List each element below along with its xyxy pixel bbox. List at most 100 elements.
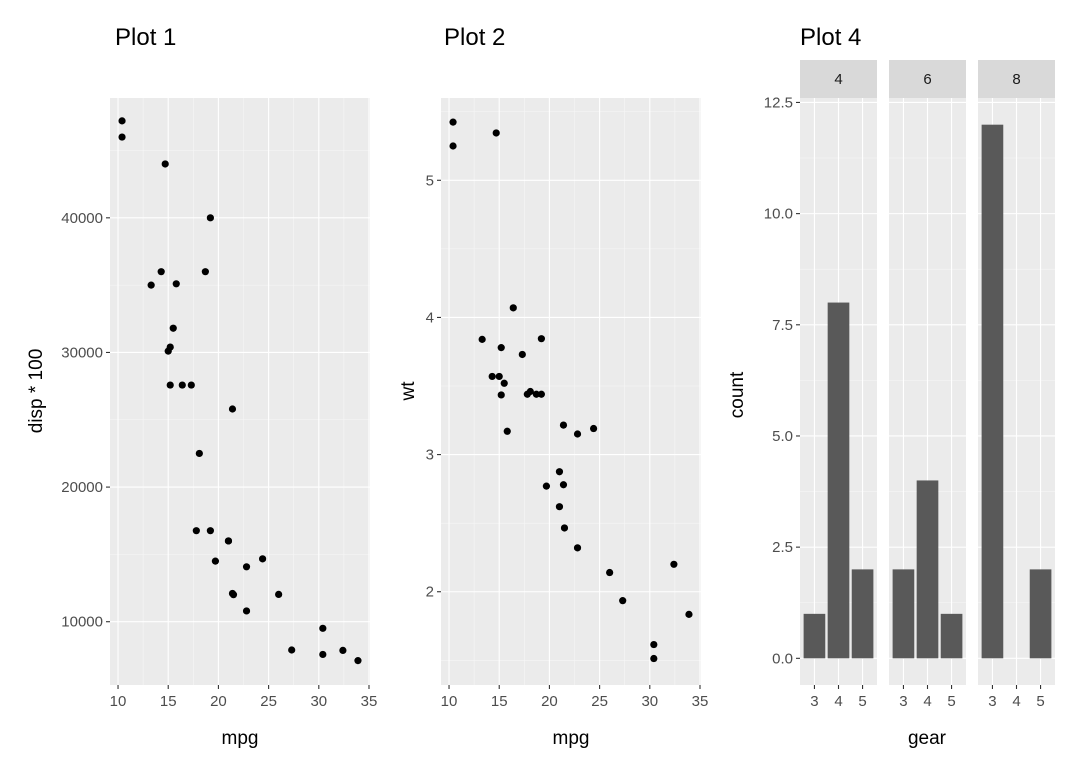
data-point	[228, 589, 237, 598]
data-point	[224, 537, 233, 545]
data-point	[242, 563, 251, 571]
plot-1-points	[118, 117, 362, 665]
y-tick-label: 2	[426, 584, 434, 601]
bar	[803, 613, 826, 659]
data-point	[354, 657, 362, 665]
data-point	[523, 390, 531, 398]
data-point	[147, 281, 155, 289]
plot-2-panel	[441, 98, 701, 685]
plot-4-y-axis-title: count	[727, 371, 748, 418]
plot-2: Plot 2 10 15 20 25 30 35 2 3 4 5 mpg wt	[398, 24, 708, 749]
x-tick-label: 10	[110, 693, 127, 710]
data-point	[161, 160, 169, 168]
data-point	[339, 646, 347, 654]
data-point	[670, 560, 678, 568]
y-tick-label: 2.5	[772, 539, 793, 556]
plot-1-y-tick-labels: 10000 20000 30000 40000	[61, 210, 103, 631]
data-point	[500, 379, 508, 387]
data-point	[559, 481, 568, 489]
plot-1-ticks	[106, 217, 370, 689]
facet-4: 43 4 5	[800, 60, 877, 710]
facet-strip-label: 6	[923, 71, 931, 88]
data-point	[537, 335, 545, 343]
data-point	[650, 640, 658, 649]
data-point	[555, 468, 564, 476]
facet-strip	[800, 60, 877, 98]
data-point	[211, 557, 220, 565]
bar	[940, 613, 963, 659]
facet-strip-label: 4	[834, 71, 842, 88]
data-point	[573, 430, 582, 438]
y-tick-label: 5	[426, 172, 434, 189]
data-point	[559, 421, 568, 429]
x-tick-label: 5	[858, 693, 866, 710]
y-tick-label: 20000	[61, 479, 103, 496]
plot-1-y-axis-title: disp * 100	[26, 349, 47, 434]
data-point	[195, 449, 203, 458]
data-point	[492, 129, 500, 137]
data-point	[589, 424, 598, 433]
facet-8: 8 3 4 5	[978, 60, 1055, 710]
plot-4-facets: 43 4 563 4 583 4 5	[800, 60, 1055, 710]
data-point	[606, 568, 614, 577]
data-point	[488, 372, 496, 381]
plot-2-title: Plot 2	[444, 24, 505, 51]
x-tick-label: 35	[692, 693, 709, 710]
data-point	[118, 133, 126, 141]
plot-2-y-tick-labels: 2 3 4 5	[426, 172, 434, 600]
plot-2-ticks	[437, 179, 701, 689]
y-tick-label: 3	[426, 447, 434, 464]
plot-4-x-axis-title: gear	[908, 728, 947, 749]
plot-1-panel	[110, 98, 370, 685]
data-point	[319, 650, 327, 659]
x-tick-label: 3	[899, 693, 907, 710]
facet-strip	[889, 60, 966, 98]
y-tick-label: 5.0	[772, 428, 793, 445]
data-point	[685, 610, 693, 618]
x-tick-label: 20	[210, 693, 227, 710]
plot-1-x-axis-title: mpg	[222, 728, 259, 749]
data-point	[449, 142, 457, 150]
data-point	[497, 391, 505, 399]
data-point	[178, 381, 186, 389]
facet-6: 6 3 4 5	[889, 60, 966, 710]
plot-4-title: Plot 4	[800, 24, 861, 51]
data-point	[503, 427, 511, 435]
bar	[851, 569, 874, 659]
facet-strip-label: 8	[1012, 71, 1020, 88]
data-point	[518, 350, 526, 359]
data-point	[319, 624, 327, 632]
x-tick-label: 3	[810, 693, 818, 710]
data-point	[275, 590, 283, 598]
y-tick-label: 12.5	[764, 94, 793, 111]
data-point	[495, 372, 503, 381]
plot-2-x-tick-labels: 10 15 20 25 30 35	[441, 693, 709, 710]
data-point	[187, 381, 195, 389]
data-point	[497, 344, 505, 352]
plot-2-gridlines	[441, 98, 701, 685]
x-tick-label: 4	[834, 693, 842, 710]
plot-2-x-axis-title: mpg	[553, 728, 590, 749]
data-point	[172, 280, 180, 288]
plot-4-y-tick-labels: 0.0 2.5 5.0 7.5 10.0 12.5	[764, 94, 793, 667]
data-point	[573, 544, 582, 552]
data-point	[532, 390, 540, 398]
x-tick-label: 30	[310, 693, 327, 710]
data-point	[164, 347, 172, 355]
plot-2-y-axis-title: wt	[398, 381, 419, 402]
plot-1: Plot 1 10 15 20 25 30 35 10000 20000 30000 40000…	[26, 24, 377, 749]
y-tick-label: 30000	[61, 344, 103, 361]
data-point	[157, 268, 165, 276]
y-tick-label: 40000	[61, 210, 103, 227]
x-tick-label: 30	[641, 693, 658, 710]
data-point	[166, 381, 174, 389]
x-tick-label: 10	[441, 693, 458, 710]
y-tick-label: 0.0	[772, 650, 793, 667]
plot-4-y-ticks	[796, 101, 800, 659]
data-point	[288, 646, 296, 654]
data-point	[650, 654, 658, 663]
bar	[981, 124, 1004, 659]
data-point	[169, 324, 177, 332]
plot-4: Plot 4 43 4 563 4 583 4 5 0.02.55.07.510.012.5…	[727, 24, 1055, 749]
